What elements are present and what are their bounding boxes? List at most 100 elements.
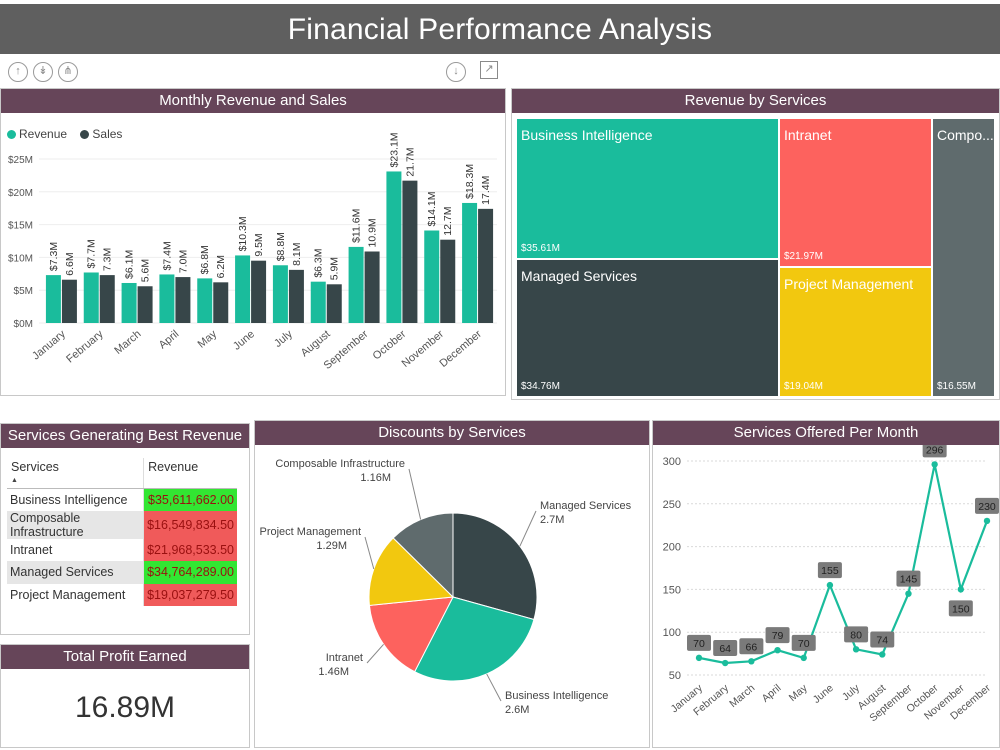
data-label-bg [791, 634, 816, 651]
column-header-revenue[interactable]: Revenue [143, 458, 237, 489]
services-line-chart: 5010015020025030070January64February66Ma… [663, 445, 999, 724]
x-tick-label: March [112, 328, 143, 357]
expand-hierarchy-icon[interactable]: ⋔ [58, 62, 78, 82]
treemap-business-intelligence[interactable]: Business Intelligence $35.61M [517, 119, 778, 258]
double-arrow-down-icon[interactable]: ↡ [33, 62, 53, 82]
table-cell-revenue: $21,968,533.50 [143, 538, 237, 561]
x-tick-label: December [437, 328, 484, 370]
table-row[interactable]: Project Management $19,037,279.50 [7, 583, 237, 606]
pie-slice-value: 1.46M [318, 666, 349, 678]
pie-leader-line [519, 510, 537, 547]
treemap-value: $19.04M [784, 381, 823, 392]
x-tick-label: April [760, 682, 784, 705]
line-point [695, 654, 703, 662]
data-label: 10.9M [367, 218, 379, 247]
data-label-text: 150 [952, 603, 970, 615]
pie-slice-name: Managed Services [540, 500, 632, 512]
y-tick-label: $15M [8, 221, 33, 232]
bar-revenue [386, 171, 402, 323]
treemap-value: $21.97M [784, 251, 823, 262]
bar-sales [175, 277, 191, 323]
line-point [983, 517, 991, 525]
treemap-composable-infrastructure[interactable]: Compo... $16.55M [933, 119, 994, 396]
data-label: $6.1M [124, 250, 136, 279]
visual-toolbar: ↑ ↡ ⋔ ↓ ↗ [0, 58, 1000, 86]
table-row[interactable]: Business Intelligence $35,611,662.00 [7, 488, 237, 511]
table-row[interactable]: Intranet $21,968,533.50 [7, 538, 237, 561]
x-tick-label: April [157, 328, 182, 351]
data-label-bg [922, 445, 947, 458]
treemap-value: $34.76M [521, 381, 560, 392]
data-label: 70 [791, 634, 816, 651]
discounts-panel: Discounts by Services Managed Services 2.… [254, 420, 650, 748]
line-point [931, 461, 938, 468]
y-tick-label: 250 [663, 499, 681, 511]
focus-mode-icon[interactable]: ↗ [480, 61, 498, 79]
sort-ascending-icon: ▲ [11, 477, 18, 484]
bar-sales [364, 251, 380, 323]
treemap-project-management[interactable]: Project Management $19.04M [780, 268, 931, 396]
pie-slice [368, 596, 454, 673]
line-point [879, 651, 886, 658]
table-cell-service: Business Intelligence [10, 492, 128, 507]
monthly-legend: Revenue Sales [7, 127, 132, 141]
data-label: 74 [870, 631, 895, 648]
bar-revenue [235, 255, 251, 323]
line-point [957, 586, 965, 593]
line-point [800, 654, 807, 662]
legend-revenue[interactable]: Revenue [7, 127, 67, 141]
column-header-services[interactable]: Services ▲ [7, 458, 144, 489]
table-cell-service: Managed Services [7, 561, 144, 584]
data-label: 8.1M [291, 243, 303, 266]
best-revenue-panel: Services Generating Best Revenue Service… [0, 423, 250, 635]
data-label: 80 [844, 626, 869, 643]
line-point [826, 581, 834, 589]
data-label-bg [948, 600, 973, 617]
legend-sales[interactable]: Sales [80, 127, 122, 141]
data-label-bg [687, 634, 711, 651]
pie-slice-name: Business Intelligence [505, 690, 608, 702]
data-label: $23.1M [388, 132, 400, 167]
bar-sales [288, 269, 304, 323]
y-tick-label: $25M [8, 155, 33, 166]
data-label: 6.6M [64, 252, 76, 275]
pie-slice-value: 1.29M [316, 540, 347, 552]
data-label-text: 155 [821, 565, 839, 577]
x-tick-label: May [196, 328, 220, 351]
bar-sales [137, 286, 153, 323]
line-series [698, 464, 989, 665]
pie-slice-value: 2.7M [540, 514, 564, 526]
x-tick-label: June [231, 328, 257, 353]
data-label: 79 [765, 627, 790, 644]
table-row[interactable]: Composable Infrastructure $16,549,834.50 [7, 510, 237, 539]
x-tick-label: May [787, 682, 810, 704]
pie-slice-value: 2.6M [505, 704, 529, 716]
drill-down-icon[interactable]: ↓ [446, 62, 466, 82]
bar-sales [99, 275, 115, 323]
table-cell-revenue: $35,611,662.00 [143, 488, 237, 511]
table-row[interactable]: Managed Services $34,764,289.00 [7, 561, 237, 584]
legend-sales-swatch [80, 130, 90, 140]
pie-slice [392, 512, 454, 599]
data-label: 70 [687, 634, 711, 651]
data-label-text: 64 [719, 643, 731, 655]
bar-sales [251, 260, 267, 323]
best-revenue-header: Services Generating Best Revenue [1, 424, 249, 448]
data-label-bg [817, 562, 842, 579]
pie-slice [452, 512, 538, 621]
monthly-bar-chart: $0M $5M $10M $15M $20M $25M $7.3M 6.6M January $7… [8, 132, 497, 372]
treemap-managed-services[interactable]: Managed Services $34.76M [517, 260, 778, 396]
data-label: $10.3M [237, 216, 249, 251]
y-tick-label: $0M [14, 319, 33, 330]
x-tick-label: August [299, 328, 333, 359]
column-header-services-label: Services [11, 460, 59, 474]
pie-slice-value: 1.16M [360, 472, 391, 484]
data-label: 64 [713, 640, 738, 657]
table-cell-revenue: $16,549,834.50 [143, 510, 237, 539]
pie-leader-line [408, 468, 422, 520]
treemap-label: Compo... [937, 127, 994, 143]
line-point [774, 646, 781, 654]
treemap-intranet[interactable]: Intranet $21.97M [780, 119, 931, 266]
data-label: 7.0M [177, 250, 189, 273]
arrow-up-icon[interactable]: ↑ [8, 62, 28, 82]
